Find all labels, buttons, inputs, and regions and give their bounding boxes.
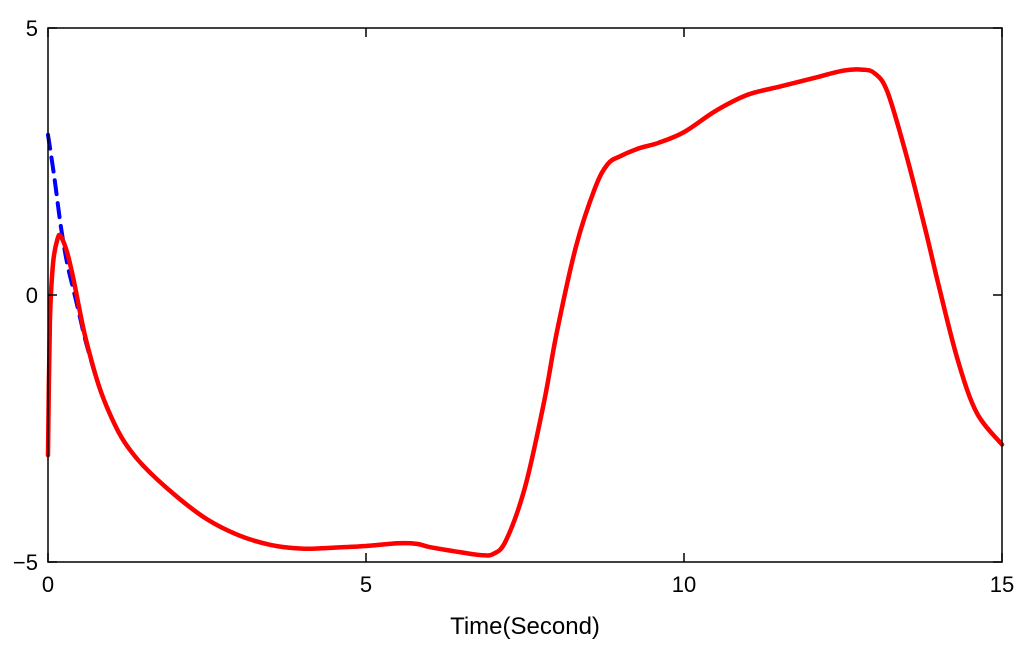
y-tick-label: 5 — [26, 16, 38, 41]
x-tick-label: 10 — [672, 572, 696, 597]
y-tick-label: −5 — [13, 550, 38, 575]
x-tick-label: 0 — [42, 572, 54, 597]
x-tick-label: 5 — [360, 572, 372, 597]
x-axis-label: Time(Second) — [450, 613, 600, 640]
series-line-red-solid — [45, 67, 1005, 558]
x-tick-label: 15 — [990, 572, 1014, 597]
series-layer — [45, 67, 1005, 558]
tick-layer: 0 5 10 15−505 — [13, 16, 1014, 597]
y-tick-label: 0 — [26, 283, 38, 308]
